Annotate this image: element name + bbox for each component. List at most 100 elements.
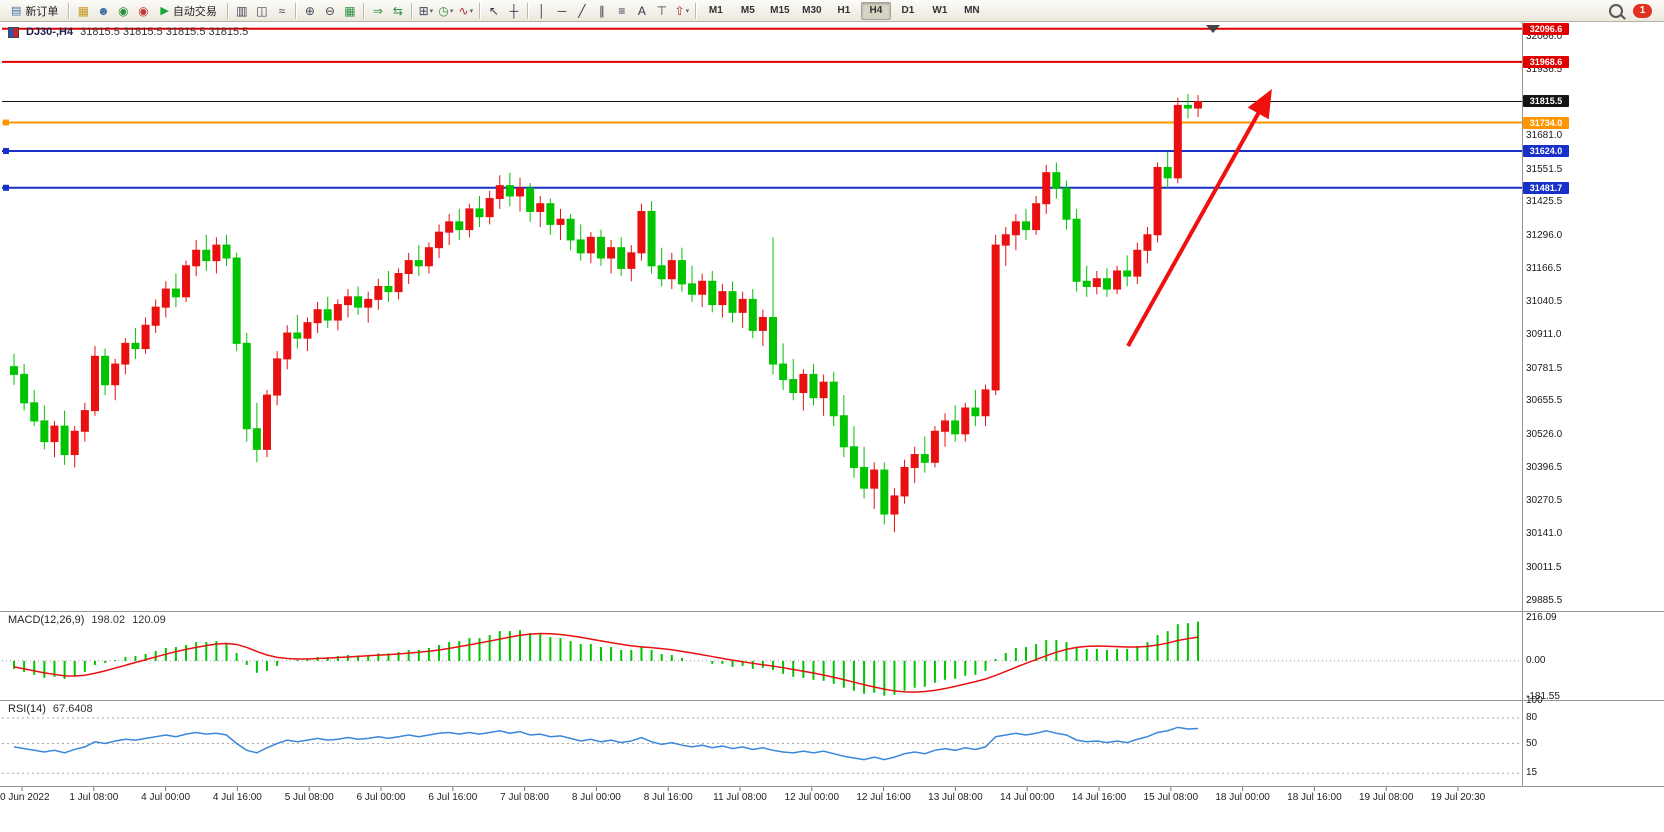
price-axis-label: 31425.5	[1526, 196, 1563, 208]
price-axis-label: 30526.0	[1526, 428, 1563, 440]
search-icon[interactable]	[1609, 3, 1623, 18]
news-icon[interactable]: ◉	[133, 1, 153, 21]
horizontal-line-icon[interactable]: ─	[552, 1, 572, 21]
timeframe-button-h1[interactable]: H1	[837, 4, 851, 16]
toolbar-separator	[526, 2, 529, 19]
macd-signal-value: 120.09	[132, 614, 166, 626]
price-axis-label: 31166.5	[1526, 263, 1562, 275]
timeframe-button-m15[interactable]: M15	[770, 4, 790, 16]
profile-icon[interactable]: ☻	[93, 1, 113, 21]
zoom-in-icon[interactable]: ⊕	[300, 1, 320, 21]
chart-header: DJ30-,H4 31815.5 31815.5 31815.5 31815.5	[8, 26, 248, 38]
timeframe-button-h4[interactable]: H4	[860, 1, 891, 20]
time-axis-label: 5 Jul 08:00	[284, 792, 334, 803]
channel-icon[interactable]: ∥	[592, 1, 612, 21]
zoom-in-icon: ⊕	[304, 3, 315, 18]
rsi-line	[13, 726, 1199, 761]
time-axis-label: 14 Jul 00:00	[999, 792, 1055, 803]
price-axis-label: 30911.0	[1526, 329, 1562, 341]
community-icon[interactable]: ◉	[113, 1, 133, 21]
time-axis-label: 1 Jul 08:00	[69, 792, 119, 803]
new-order-icon: ▤	[11, 5, 22, 17]
vertical-line-icon[interactable]: │	[532, 1, 552, 21]
zoom-out-icon: ⊖	[324, 3, 335, 18]
periods-clock-icon[interactable]: ◷ ▾	[436, 1, 456, 21]
profile-icon: ☻	[97, 3, 110, 18]
auto-scroll-icon[interactable]: ⇒	[368, 1, 388, 21]
rsi-axis-label: 100	[1526, 695, 1543, 706]
price-axis-label: 30781.5	[1526, 362, 1563, 374]
chart-region: DJ30-,H4 31815.5 31815.5 31815.5 31815.5…	[0, 22, 1664, 832]
line-handle	[3, 184, 9, 191]
indicators-icon[interactable]: ∿ ▾	[456, 1, 476, 21]
price-chart-svg[interactable]	[0, 22, 1664, 832]
funds-icon[interactable]: ▦	[73, 1, 93, 21]
autotrading-button[interactable]: ▶ 自动交易	[153, 2, 223, 20]
timeframe-button-m1[interactable]: M1	[708, 4, 723, 16]
tile-windows-icon: ▦	[344, 3, 356, 18]
time-axis-label: 8 Jul 00:00	[571, 792, 621, 803]
zoom-out-icon[interactable]: ⊖	[320, 1, 340, 21]
macd-signal-line	[13, 632, 1199, 693]
time-axis-label: 18 Jul 00:00	[1215, 792, 1270, 803]
text-icon: A	[637, 3, 646, 18]
toolbar-separator	[362, 2, 365, 19]
toolbar-separator	[410, 2, 413, 19]
timeframe-button-m30[interactable]: M30	[802, 4, 822, 16]
timeframe-button-w1[interactable]: W1	[932, 4, 948, 16]
timeframe-button-m5[interactable]: M5	[740, 4, 755, 16]
bar-chart-icon: ▥	[236, 3, 248, 18]
chart-title: DJ30-,H4	[26, 26, 74, 38]
rsi-label: RSI(14)	[8, 703, 46, 715]
time-axis-label: 6 Jul 16:00	[428, 792, 478, 803]
toolbar-separator	[226, 2, 229, 19]
timeframe-button-d1[interactable]: D1	[901, 4, 915, 16]
crosshair-icon[interactable]: ┼	[504, 1, 524, 21]
time-axis-label: 4 Jul 16:00	[212, 792, 262, 803]
indicators-icon: ∿	[458, 3, 469, 18]
macd-axis-label: -181.55	[1526, 691, 1560, 702]
time-axis-label: 14 Jul 16:00	[1071, 792, 1127, 803]
price-axis-label: 30270.5	[1526, 494, 1563, 506]
price-axis-label: 30141.0	[1526, 528, 1563, 540]
rsi-value: 67.6408	[52, 703, 93, 715]
chart-shift-icon[interactable]: ⇆	[388, 1, 408, 21]
dropdown-arrow-icon: ▾	[449, 7, 454, 15]
line-chart-icon[interactable]: ≈	[272, 1, 292, 21]
toolbar-separator	[478, 2, 481, 19]
price-badge: 31968.6	[1523, 55, 1569, 68]
time-axis-label: 19 Jul 20:30	[1430, 792, 1486, 803]
text-icon[interactable]: A	[632, 1, 652, 21]
arrows-icon[interactable]: ⇧ ▾	[672, 1, 692, 21]
macd-label: MACD(12,26,9)	[8, 614, 85, 626]
macd-axis-label: 216.09	[1526, 612, 1557, 623]
line-handle	[3, 147, 9, 154]
price-axis-label: 29885.5	[1526, 594, 1563, 606]
timeframe-button-mn[interactable]: MN	[964, 4, 980, 16]
time-axis-label: 6 Jul 00:00	[356, 792, 406, 803]
tile-windows-icon[interactable]: ▦	[340, 1, 360, 21]
trendline-icon[interactable]: ╱	[572, 1, 592, 21]
new-chart-icon[interactable]: ⊞ ▾	[416, 1, 436, 21]
trend-arrow	[1126, 89, 1272, 347]
label-icon[interactable]: ⊤	[652, 1, 672, 21]
toolbar-separator	[294, 2, 297, 19]
chart-shift-icon: ⇆	[392, 3, 403, 18]
price-badge: 32096.6	[1523, 22, 1569, 35]
notification-badge[interactable]: 1	[1633, 3, 1652, 18]
fibonacci-icon[interactable]: ≡	[612, 1, 632, 21]
time-axis-label: 30 Jun 2022	[0, 792, 50, 803]
new-order-button[interactable]: ▤ 新订单	[4, 2, 65, 20]
price-badge: 31481.7	[1523, 181, 1569, 194]
toolbar-separator	[694, 2, 697, 19]
bar-chart-icon[interactable]: ▥	[232, 1, 252, 21]
vertical-line-icon: │	[538, 3, 546, 18]
price-axis-label: 31040.5	[1526, 295, 1563, 307]
candlestick-chart-icon[interactable]: ◫	[252, 1, 272, 21]
trendline-icon: ╱	[578, 3, 586, 18]
cursor-icon[interactable]: ↖	[484, 1, 504, 21]
price-badge: 31624.0	[1523, 144, 1569, 157]
price-axis-label: 30655.5	[1526, 395, 1563, 407]
arrows-icon: ⇧	[674, 3, 685, 18]
cursor-icon: ↖	[488, 3, 499, 18]
